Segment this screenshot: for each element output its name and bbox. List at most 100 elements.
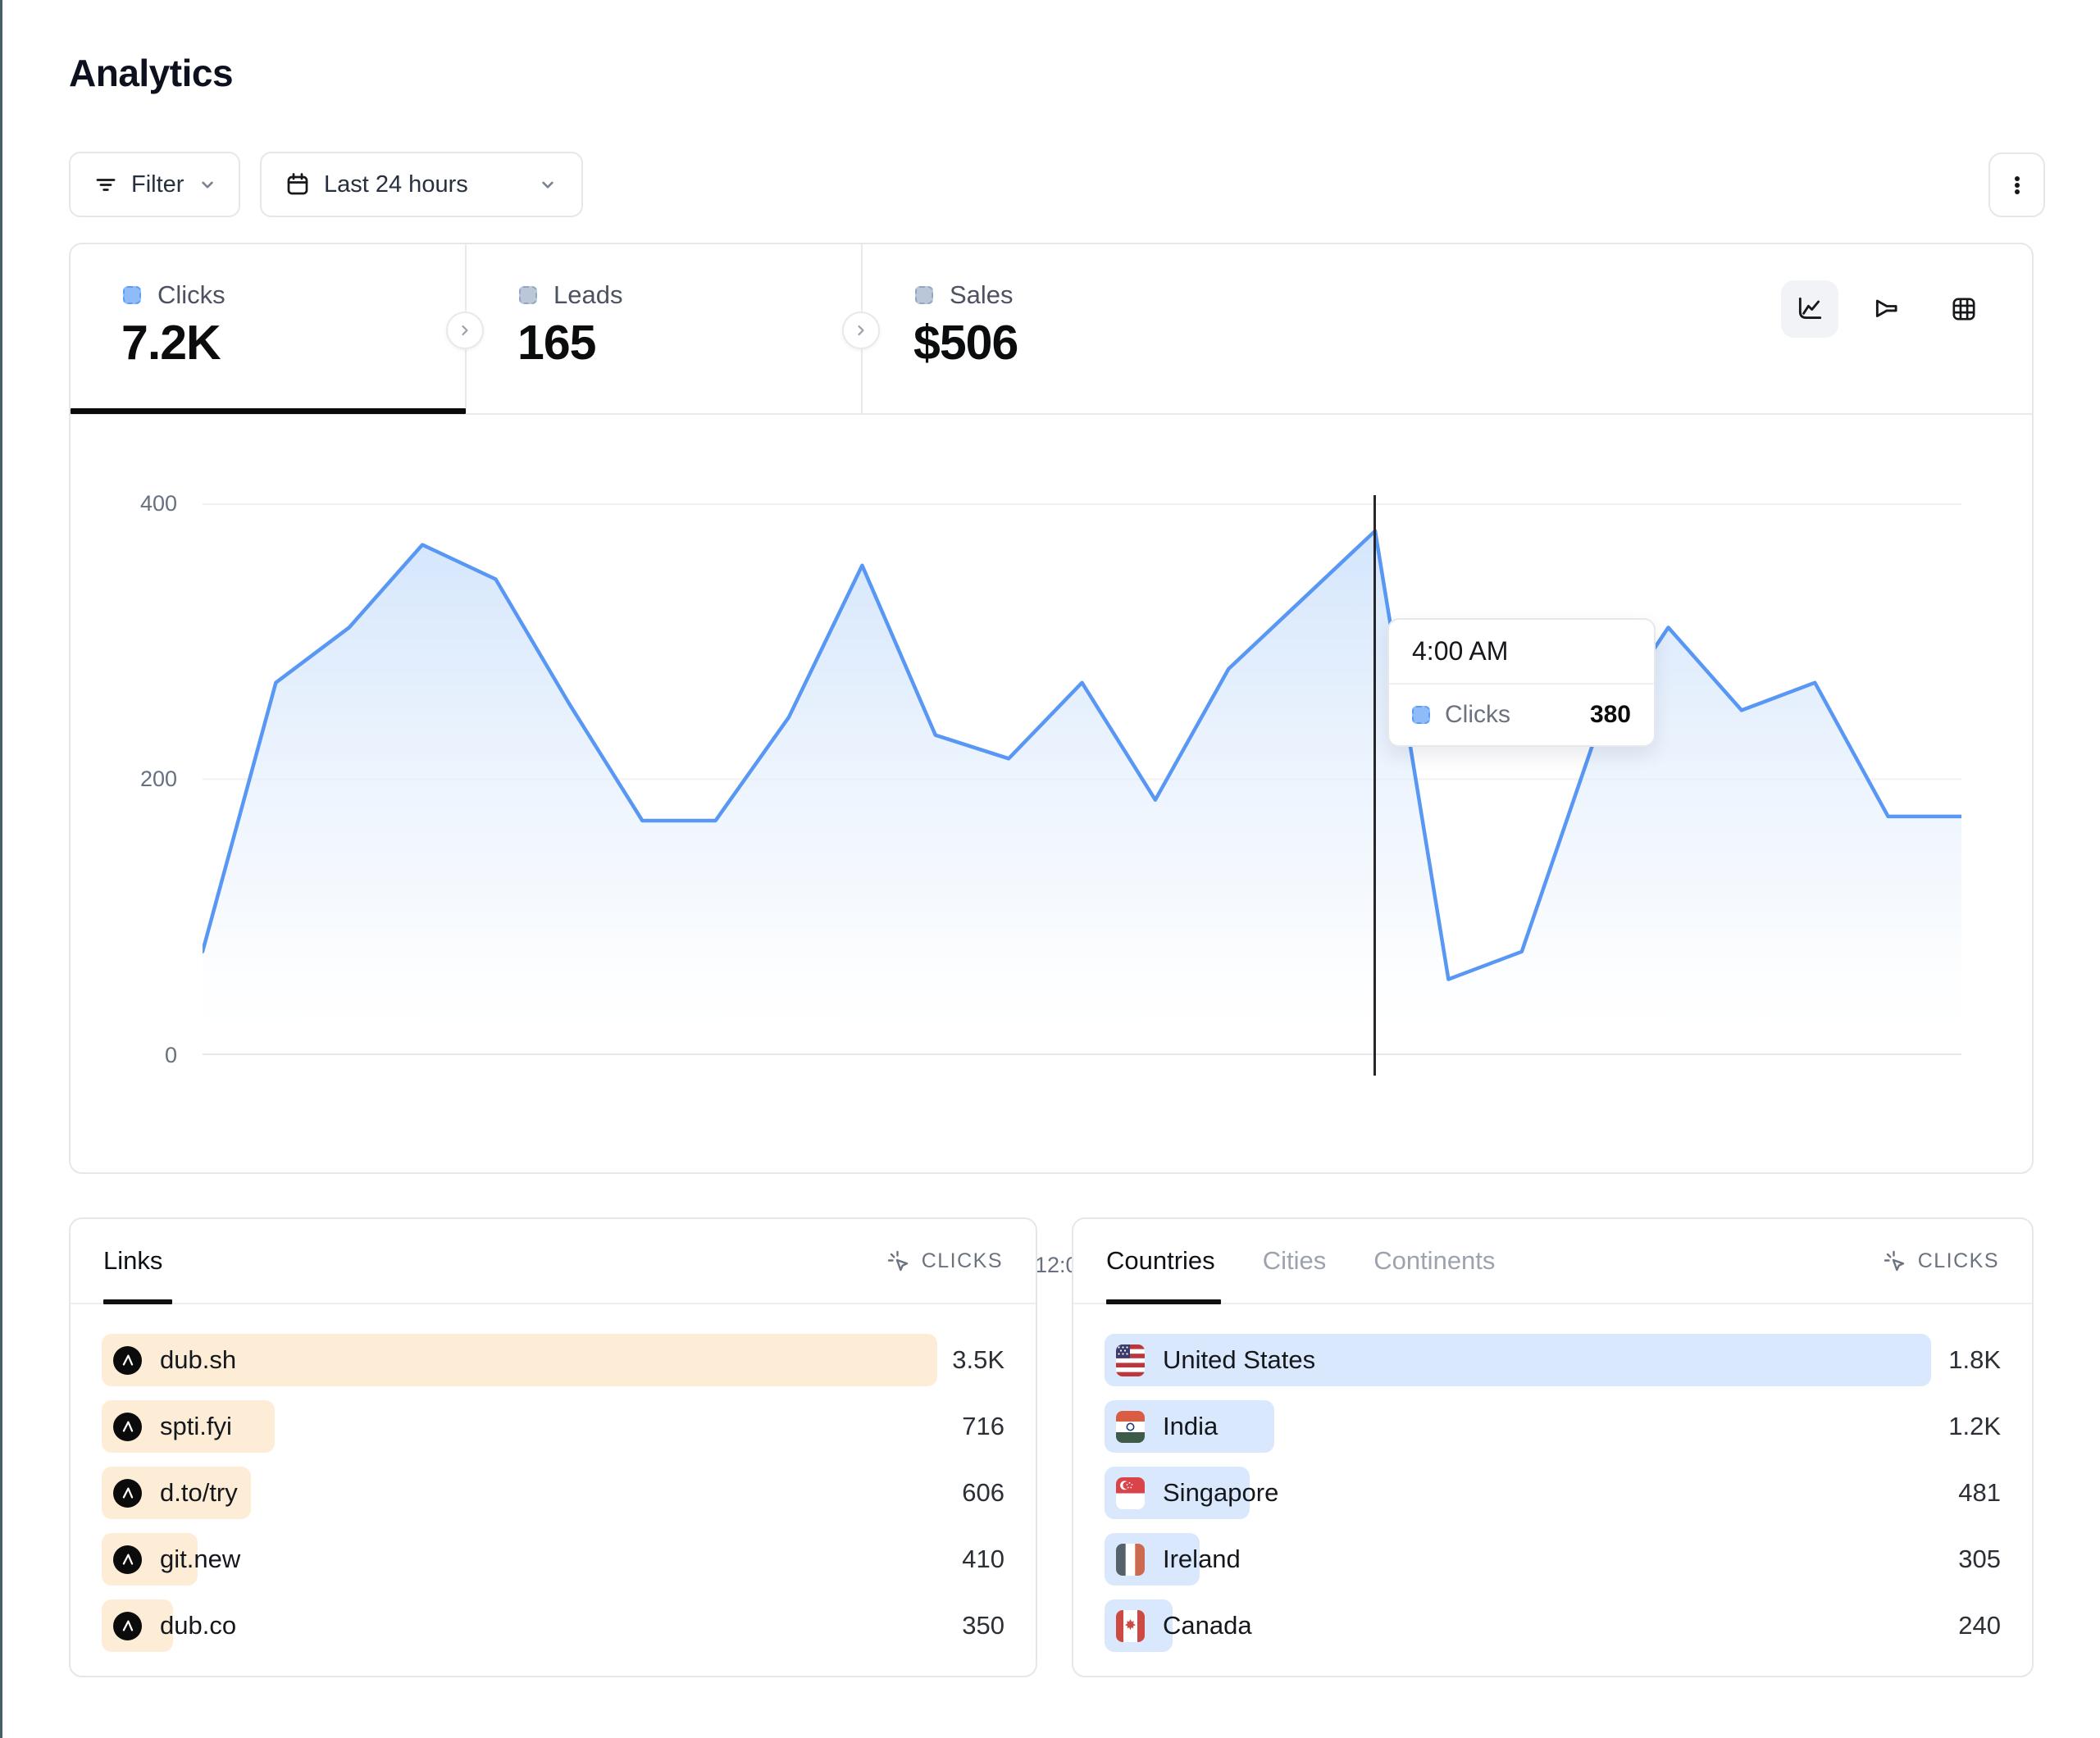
line-chart-toggle[interactable] <box>1781 280 1838 338</box>
cursor-click-icon <box>886 1249 910 1273</box>
link-row-git-new[interactable]: git.new 410 <box>102 1533 1004 1586</box>
active-tab-underline <box>1106 1299 1221 1304</box>
active-tab-underline <box>71 408 466 414</box>
tab-links[interactable]: Links <box>103 1246 163 1275</box>
y-axis-tick: 400 <box>139 491 177 516</box>
stats-header: Clicks 7.2K Leads 165 Sales $506 <box>71 244 2032 415</box>
more-options-button[interactable] <box>1988 152 2045 217</box>
country-label: Singapore <box>1163 1478 1279 1507</box>
country-row-ireland[interactable]: Ireland 305 <box>1105 1533 2001 1586</box>
country-row-singapore[interactable]: Singapore 481 <box>1105 1467 2001 1519</box>
line-chart-icon <box>1798 297 1822 320</box>
country-clicks-value: 481 <box>1958 1478 2001 1507</box>
canada-flag-icon <box>1116 1609 1145 1642</box>
table-grid-icon <box>1952 298 1975 321</box>
tab-cities[interactable]: Cities <box>1262 1246 1327 1275</box>
cursor-click-icon <box>1882 1249 1906 1273</box>
link-label: spti.fyi <box>160 1412 232 1440</box>
chart-plot-area[interactable] <box>200 503 1964 1055</box>
kebab-menu-icon <box>2003 171 2031 199</box>
links-panel: Links CLICKS dub.sh 3.5K spti.fyi <box>69 1217 1037 1677</box>
link-clicks-value: 606 <box>962 1478 1004 1507</box>
country-label: India <box>1163 1412 1219 1440</box>
dub-logo-icon <box>113 1412 142 1441</box>
hover-cursor-line <box>1373 495 1376 1076</box>
link-row-spti-fyi[interactable]: spti.fyi 716 <box>102 1400 1004 1453</box>
india-flag-icon <box>1116 1410 1145 1443</box>
expand-clicks-tab-button[interactable] <box>446 312 484 349</box>
link-clicks-value: 3.5K <box>952 1345 1004 1374</box>
tooltip-time: 4:00 AM <box>1389 620 1654 685</box>
links-panel-header: Links CLICKS <box>71 1219 1036 1304</box>
ireland-flag-icon <box>1116 1543 1145 1576</box>
analytics-chart-card: Clicks 7.2K Leads 165 Sales $506 <box>69 243 2034 1277</box>
links-metric-label: CLICKS <box>921 1249 1003 1272</box>
countries-metric-label: CLICKS <box>1917 1249 1999 1272</box>
country-row-india[interactable]: India 1.2K <box>1105 1400 2001 1453</box>
tab-clicks[interactable]: Clicks 7.2K <box>71 244 465 413</box>
leads-legend-swatch <box>519 286 537 304</box>
link-clicks-value: 410 <box>962 1545 1004 1573</box>
link-label: dub.co <box>160 1611 237 1640</box>
y-axis-tick: 0 <box>164 1043 177 1067</box>
tooltip-series-label: Clicks <box>1445 701 1510 728</box>
link-clicks-value: 350 <box>962 1611 1004 1640</box>
countries-metric-sort-button[interactable]: CLICKS <box>1882 1249 1999 1273</box>
dub-logo-icon <box>113 1545 142 1574</box>
country-label: United States <box>1163 1345 1316 1374</box>
link-row-d-to-try[interactable]: d.to/try 606 <box>102 1467 1004 1519</box>
sales-value: $506 <box>913 316 1018 370</box>
table-view-toggle[interactable] <box>1935 280 1993 338</box>
dub-logo-icon <box>113 1478 142 1508</box>
chart-type-toggle-group <box>1781 280 1993 338</box>
filter-button[interactable]: Filter <box>69 152 240 217</box>
leads-tab-label: Leads <box>553 280 623 309</box>
country-clicks-value: 240 <box>1958 1611 2001 1640</box>
leads-value: 165 <box>517 316 596 370</box>
country-clicks-value: 305 <box>1958 1545 2001 1573</box>
chevron-down-icon <box>197 174 218 195</box>
clicks-legend-swatch <box>123 286 141 304</box>
country-label: Ireland <box>1163 1545 1241 1573</box>
link-label: d.to/try <box>160 1478 238 1507</box>
window-edge-accent <box>0 0 2 1738</box>
link-row-dub-co[interactable]: dub.co 350 <box>102 1599 1004 1652</box>
countries-panel: Countries Cities Continents CLICKS Unite… <box>1072 1217 2034 1677</box>
countries-rows: United States 1.8K India 1.2K <box>1105 1334 2001 1666</box>
link-clicks-value: 716 <box>962 1412 1004 1440</box>
tab-continents[interactable]: Continents <box>1373 1246 1496 1275</box>
chart-tooltip: 4:00 AM Clicks 380 <box>1387 618 1656 747</box>
funnel-icon <box>1875 299 1897 317</box>
links-metric-sort-button[interactable]: CLICKS <box>886 1249 1003 1273</box>
tab-leads[interactable]: Leads 165 <box>467 244 861 413</box>
country-row-united-states[interactable]: United States 1.8K <box>1105 1334 2001 1386</box>
chevron-right-icon <box>858 325 864 336</box>
clicks-tab-label: Clicks <box>157 280 225 309</box>
link-label: git.new <box>160 1545 241 1573</box>
sales-tab-label: Sales <box>950 280 1014 309</box>
links-rows: dub.sh 3.5K spti.fyi 716 d.to/try 606 <box>102 1334 1004 1666</box>
chevron-right-icon <box>462 325 468 336</box>
country-clicks-value: 1.8K <box>1948 1345 2001 1374</box>
link-row-dub-sh[interactable]: dub.sh 3.5K <box>102 1334 1004 1386</box>
tab-sales[interactable]: Sales $506 <box>863 244 1830 413</box>
expand-leads-tab-button[interactable] <box>842 312 880 349</box>
page-title: Analytics <box>69 52 234 94</box>
tab-countries[interactable]: Countries <box>1106 1246 1215 1275</box>
date-range-button[interactable]: Last 24 hours <box>260 152 583 217</box>
countries-panel-header: Countries Cities Continents CLICKS <box>1073 1219 2032 1304</box>
dub-logo-icon <box>113 1345 142 1375</box>
sales-legend-swatch <box>915 286 933 304</box>
clicks-area-chart[interactable]: 400 200 0 4:00 PM 8:00 PM 12:00 AM 4:00 … <box>71 415 2032 1277</box>
country-row-canada[interactable]: Canada 240 <box>1105 1599 2001 1652</box>
date-range-label: Last 24 hours <box>324 171 468 198</box>
singapore-flag-icon <box>1116 1476 1145 1509</box>
country-clicks-value: 1.2K <box>1948 1412 2001 1440</box>
filter-icon <box>93 172 118 197</box>
funnel-chart-toggle[interactable] <box>1858 280 1916 338</box>
us-flag-icon <box>1116 1344 1145 1376</box>
filter-button-label: Filter <box>131 171 184 198</box>
tooltip-series-swatch <box>1412 706 1430 724</box>
chevron-down-icon <box>537 174 558 195</box>
country-label: Canada <box>1163 1611 1252 1640</box>
